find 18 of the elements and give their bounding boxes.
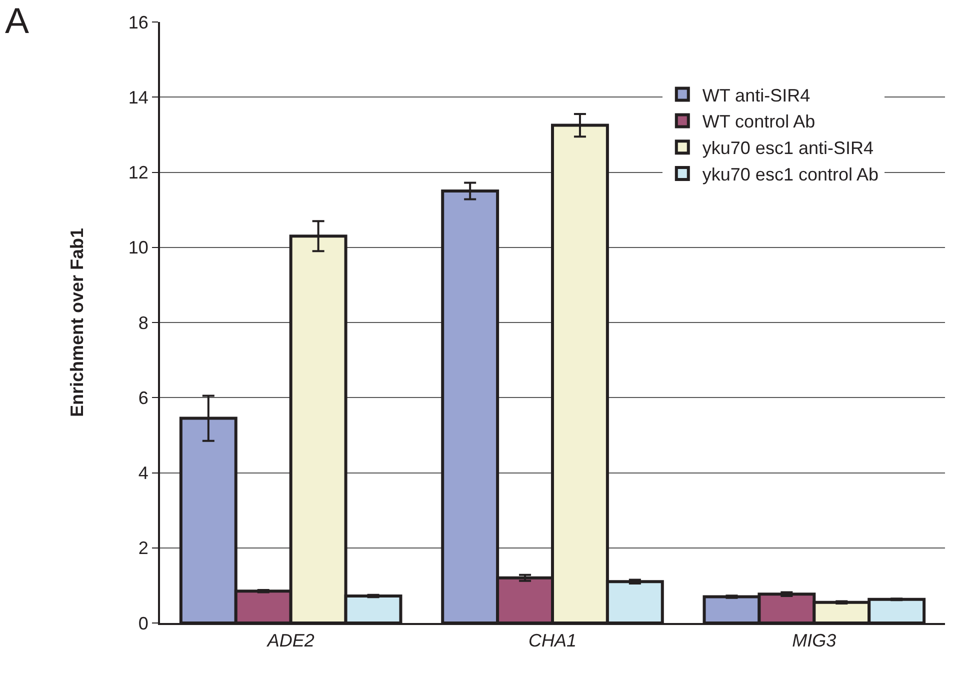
y-tick-label: 2	[138, 538, 148, 558]
y-tick-label: 6	[138, 388, 148, 408]
y-axis-title: Enrichment over Fab1	[67, 228, 88, 418]
y-tick-label: 16	[128, 12, 148, 32]
y-tick-label: 10	[128, 238, 148, 258]
x-tick-label: CHA1	[528, 630, 577, 651]
y-tick-label: 4	[138, 463, 148, 484]
y-tick-label: 12	[128, 162, 148, 183]
legend-label: yku70 esc1 control Ab	[702, 164, 879, 185]
y-tick-label: 0	[138, 613, 148, 634]
y-tick-label: 14	[128, 87, 148, 108]
legend-label: WT control Ab	[702, 112, 816, 132]
y-tick-label: 8	[138, 312, 148, 333]
legend-label: yku70 esc1 anti-SIR4	[702, 138, 874, 158]
text: A	[5, 0, 30, 41]
x-tick-label: MIG3	[792, 630, 836, 651]
x-tick-label: ADE2	[266, 630, 314, 651]
legend-label: WT anti-SIR4	[702, 85, 810, 106]
